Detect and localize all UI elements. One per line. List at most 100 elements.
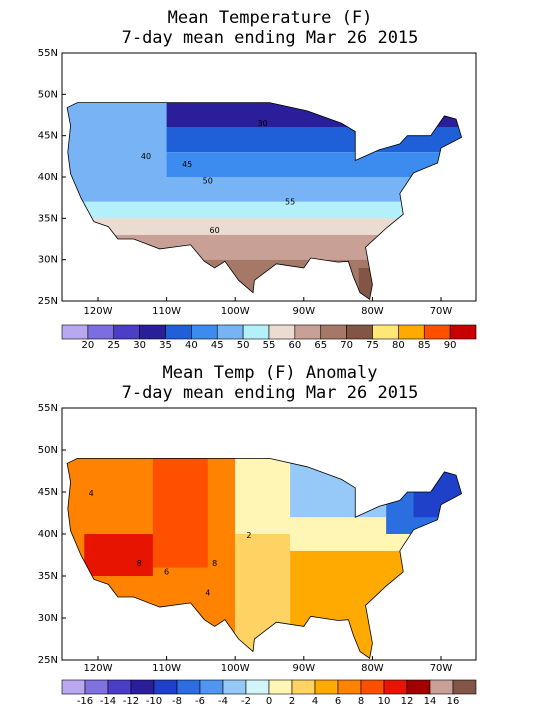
contour-label: 8 (137, 559, 142, 568)
colorbar-box (61, 324, 89, 340)
colorbar-box (245, 679, 270, 695)
colorbar-box (242, 324, 270, 340)
lat-label: 30N (38, 613, 58, 624)
lat-label: 45N (38, 131, 58, 142)
colorbar-box (61, 679, 86, 695)
lat-label: 25N (38, 296, 58, 307)
us-outline (66, 457, 463, 660)
colorbar-box (113, 324, 140, 340)
colorbar-box (191, 324, 218, 340)
lon-label: 110W (152, 663, 181, 674)
colorbar-label: 8 (358, 696, 364, 707)
colorbar-label: 20 (82, 340, 95, 351)
lat-label: 55N (38, 48, 58, 59)
colorbar-box (429, 679, 454, 695)
colorbar-label: 50 (237, 340, 250, 351)
colorbar-label: -4 (218, 696, 228, 707)
colorbar-label: 30 (133, 340, 146, 351)
lon-label: 90W (292, 306, 315, 317)
colorbar-label: 40 (185, 340, 198, 351)
contour-label: 55 (285, 197, 295, 206)
contour-label: 4 (89, 489, 94, 498)
colorbar-box (423, 324, 451, 340)
colorbar-box (360, 679, 385, 695)
temp-region (67, 234, 462, 260)
temp-region (152, 458, 208, 568)
lat-label: 30N (38, 255, 58, 266)
colorbar-label: -10 (146, 696, 162, 707)
lat-label: 40N (38, 172, 58, 183)
colorbar-box (139, 324, 166, 340)
contour-label: 50 (203, 177, 213, 186)
colorbar-label: 2 (289, 696, 295, 707)
temp-region (67, 102, 167, 177)
temp-region (67, 259, 462, 300)
panel-subtitle: 7-day mean ending Mar 26 2015 (122, 28, 419, 48)
colorbar-box (337, 679, 362, 695)
lat-label: 35N (38, 213, 58, 224)
lat-label: 50N (38, 445, 58, 456)
temp-region (413, 458, 462, 518)
colorbar-box (268, 324, 296, 340)
colorbar-box (176, 679, 201, 695)
colorbar-box (165, 324, 192, 340)
lon-label: 100W (221, 663, 250, 674)
colorbar-label: -2 (241, 696, 251, 707)
colorbar-label: 60 (289, 340, 302, 351)
colorbar-label: 12 (401, 696, 414, 707)
colorbar-label: 14 (424, 696, 437, 707)
panel-title: Mean Temp (F) Anomaly (163, 363, 378, 383)
colorbar-label: 80 (392, 340, 405, 351)
colorbar-label: 55 (263, 340, 276, 351)
lon-label: 120W (84, 663, 113, 674)
lon-label: 120W (84, 306, 113, 317)
contour-label: 2 (246, 531, 251, 540)
lon-label: 100W (221, 306, 250, 317)
contour-label: 30 (258, 119, 268, 128)
colorbar-label: -6 (195, 696, 205, 707)
lon-label: 110W (152, 306, 181, 317)
lat-label: 45N (38, 487, 58, 498)
colorbar-box (291, 679, 316, 695)
colorbar-box (216, 324, 244, 340)
colorbar-box (153, 679, 178, 695)
colorbar-box (84, 679, 109, 695)
temp-region (67, 218, 462, 235)
colorbar-box (222, 679, 247, 695)
lat-label: 40N (38, 529, 58, 540)
temp-region (84, 534, 153, 576)
colorbar-label: 70 (340, 340, 353, 351)
contour-label: 8 (212, 559, 217, 568)
colorbar-label: 65 (314, 340, 327, 351)
colorbar-label: 10 (378, 696, 391, 707)
contour-label: 40 (141, 152, 151, 161)
colorbar-label: 0 (266, 696, 272, 707)
colorbar-label: -16 (77, 696, 93, 707)
colorbar-box (107, 679, 132, 695)
temp-region (290, 458, 387, 518)
colorbar-box (87, 324, 115, 340)
colorbar-label: 4 (312, 696, 318, 707)
panel-title: Mean Temperature (F) (168, 8, 373, 28)
lon-label: 80W (361, 306, 384, 317)
colorbar-label: 85 (418, 340, 431, 351)
us-outline (66, 102, 463, 301)
lon-label: 70W (430, 306, 453, 317)
colorbar-label: 90 (444, 340, 457, 351)
colorbar-box (398, 324, 425, 340)
temp-region (358, 267, 380, 300)
lat-label: 50N (38, 89, 58, 100)
colorbar-box (268, 679, 293, 695)
colorbar-box (449, 324, 477, 340)
map-fill (67, 102, 462, 300)
panel-subtitle: 7-day mean ending Mar 26 2015 (122, 383, 419, 403)
temp-region (67, 201, 462, 219)
map-fill (67, 458, 462, 659)
contour-label: 60 (210, 226, 220, 235)
colorbar-label: 45 (211, 340, 224, 351)
colorbar-box (383, 679, 408, 695)
colorbar-label: -14 (100, 696, 116, 707)
colorbar-box (130, 679, 155, 695)
colorbar-box (406, 679, 431, 695)
